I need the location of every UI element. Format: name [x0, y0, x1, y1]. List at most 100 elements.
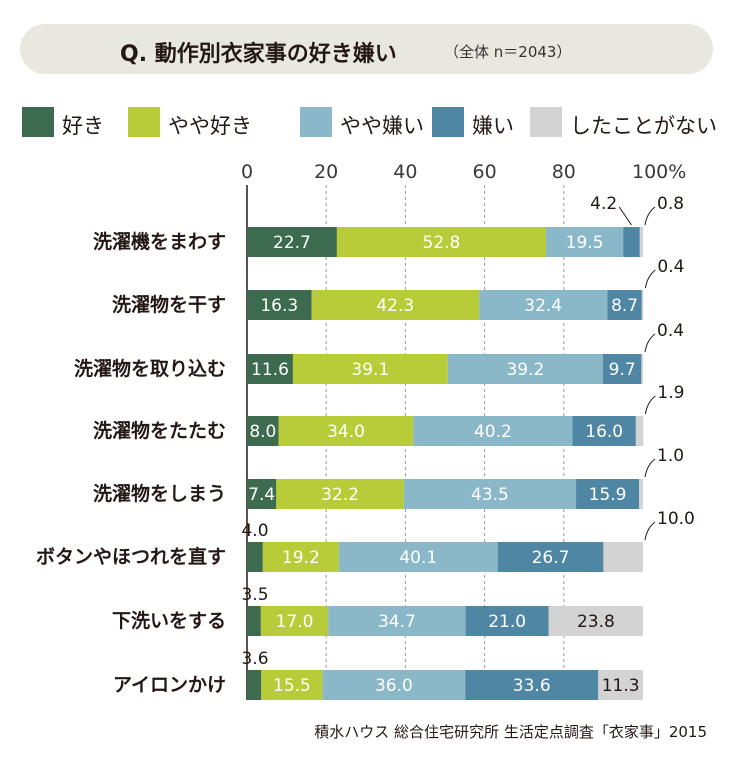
bar-value-label: 9.7 — [609, 360, 636, 380]
category-label: 洗濯物を干す — [112, 293, 226, 316]
bar-segment — [247, 606, 261, 636]
leader-line — [644, 521, 656, 541]
leader-line — [644, 395, 656, 415]
bar-value-label: 17.0 — [276, 612, 314, 632]
bar-segment — [447, 354, 604, 384]
bar-segment — [639, 479, 643, 509]
legend-swatch — [22, 107, 54, 137]
chart-subtitle: （全体 n＝2043） — [444, 43, 572, 61]
x-tick-label: 40 — [393, 161, 417, 183]
bar-value-label: 34.0 — [327, 422, 365, 442]
bar-value-label: 10.0 — [657, 509, 695, 529]
bar-segment — [607, 290, 642, 320]
bar-segment — [247, 354, 293, 384]
category-label: 洗濯物を取り込む — [74, 357, 226, 380]
bar-segment — [247, 290, 312, 320]
bar-value-label: 8.7 — [611, 296, 638, 316]
bar-value-label: 11.3 — [602, 676, 640, 696]
bar-segment — [641, 290, 644, 320]
leader-line — [644, 206, 656, 226]
bar-segment — [641, 354, 643, 384]
legend-swatch — [300, 107, 332, 137]
bar-segment — [639, 227, 643, 257]
bar-segment — [465, 606, 549, 636]
category-label: 洗濯物をたたむ — [93, 419, 226, 442]
bar-segment — [548, 606, 643, 636]
bar-segment — [247, 542, 263, 572]
bar-value-label: 15.9 — [589, 485, 627, 505]
bar-segment — [261, 670, 323, 700]
bar-segment — [247, 479, 277, 509]
x-tick-label: 100% — [632, 161, 686, 183]
bar-segment — [328, 606, 466, 636]
bar-segment — [260, 606, 329, 636]
bar-segment — [247, 227, 337, 257]
legend: 好き やや好き やや嫌い 嫌い したことがない — [0, 0, 735, 150]
bar-value-label: 1.9 — [657, 383, 684, 403]
x-tick-label: 20 — [314, 161, 338, 183]
legend-swatch — [530, 107, 562, 137]
bar-segment — [603, 542, 643, 572]
bar-segment — [572, 416, 636, 446]
bar-segment — [413, 416, 573, 446]
leader-line — [644, 458, 656, 478]
bar-value-label: 52.8 — [423, 233, 461, 253]
bar-value-label: 19.5 — [566, 233, 604, 253]
bar-segment — [311, 290, 480, 320]
bar-value-label: 19.2 — [282, 548, 320, 568]
bar-value-label: 16.0 — [585, 422, 623, 442]
bar-value-label: 7.4 — [248, 485, 275, 505]
bar-segment — [276, 479, 404, 509]
x-tick-label: 80 — [552, 161, 576, 183]
bar-value-label: 0.4 — [657, 257, 684, 277]
bar-value-label: 1.0 — [657, 446, 684, 466]
category-label: アイロンかけ — [113, 674, 226, 696]
legend-label: したことがない — [570, 114, 717, 138]
bar-value-label: 3.6 — [241, 649, 268, 669]
bar-value-label: 32.2 — [321, 485, 359, 505]
bar-value-label: 21.0 — [488, 612, 526, 632]
bar-segment — [403, 479, 577, 509]
bar-value-label: 8.0 — [249, 422, 276, 442]
bar-value-label: 23.8 — [577, 612, 615, 632]
bar-value-label: 39.2 — [506, 360, 544, 380]
bar-segment — [262, 542, 339, 572]
bar-value-label: 39.1 — [351, 360, 389, 380]
bar-value-label: 43.5 — [471, 485, 509, 505]
bar-segment — [465, 670, 599, 700]
bar-value-label: 36.0 — [375, 676, 413, 696]
bar-value-label: 4.2 — [590, 194, 617, 214]
x-tick-label: 60 — [473, 161, 497, 183]
bar-segment — [336, 227, 546, 257]
legend-label: 好き — [62, 114, 104, 138]
bar-segment — [247, 670, 262, 700]
leader-line — [644, 333, 656, 353]
x-tick-label: 0 — [241, 161, 253, 183]
leader-line — [644, 269, 656, 289]
bar-value-label: 33.6 — [513, 676, 551, 696]
bar-segment — [322, 670, 466, 700]
bar-value-label: 11.6 — [251, 360, 289, 380]
bar-segment — [576, 479, 640, 509]
bar-value-label: 15.5 — [273, 676, 311, 696]
legend-swatch — [432, 107, 464, 137]
bar-value-label: 40.2 — [474, 422, 512, 442]
legend-label: 嫌い — [472, 114, 514, 138]
bar-segment — [635, 416, 644, 446]
bar-segment — [497, 542, 604, 572]
legend-swatch — [128, 107, 160, 137]
category-label: 洗濯物をしまう — [93, 482, 226, 505]
chart-title: Q. 動作別衣家事の好き嫌い — [120, 42, 397, 67]
leader-line — [618, 206, 632, 226]
bar-segment — [278, 416, 414, 446]
bar-value-label: 40.1 — [399, 548, 437, 568]
bar-value-label: 3.5 — [241, 585, 268, 605]
bar-segment — [545, 227, 624, 257]
bar-value-label: 0.8 — [657, 194, 684, 214]
bar-segment — [603, 354, 642, 384]
bar-value-label: 26.7 — [532, 548, 570, 568]
category-label: 下洗いをする — [112, 609, 226, 632]
source-note: 積水ハウス 総合住宅研究所 生活定点調査「衣家事」2015 — [314, 723, 707, 741]
bar-value-label: 42.3 — [376, 296, 414, 316]
